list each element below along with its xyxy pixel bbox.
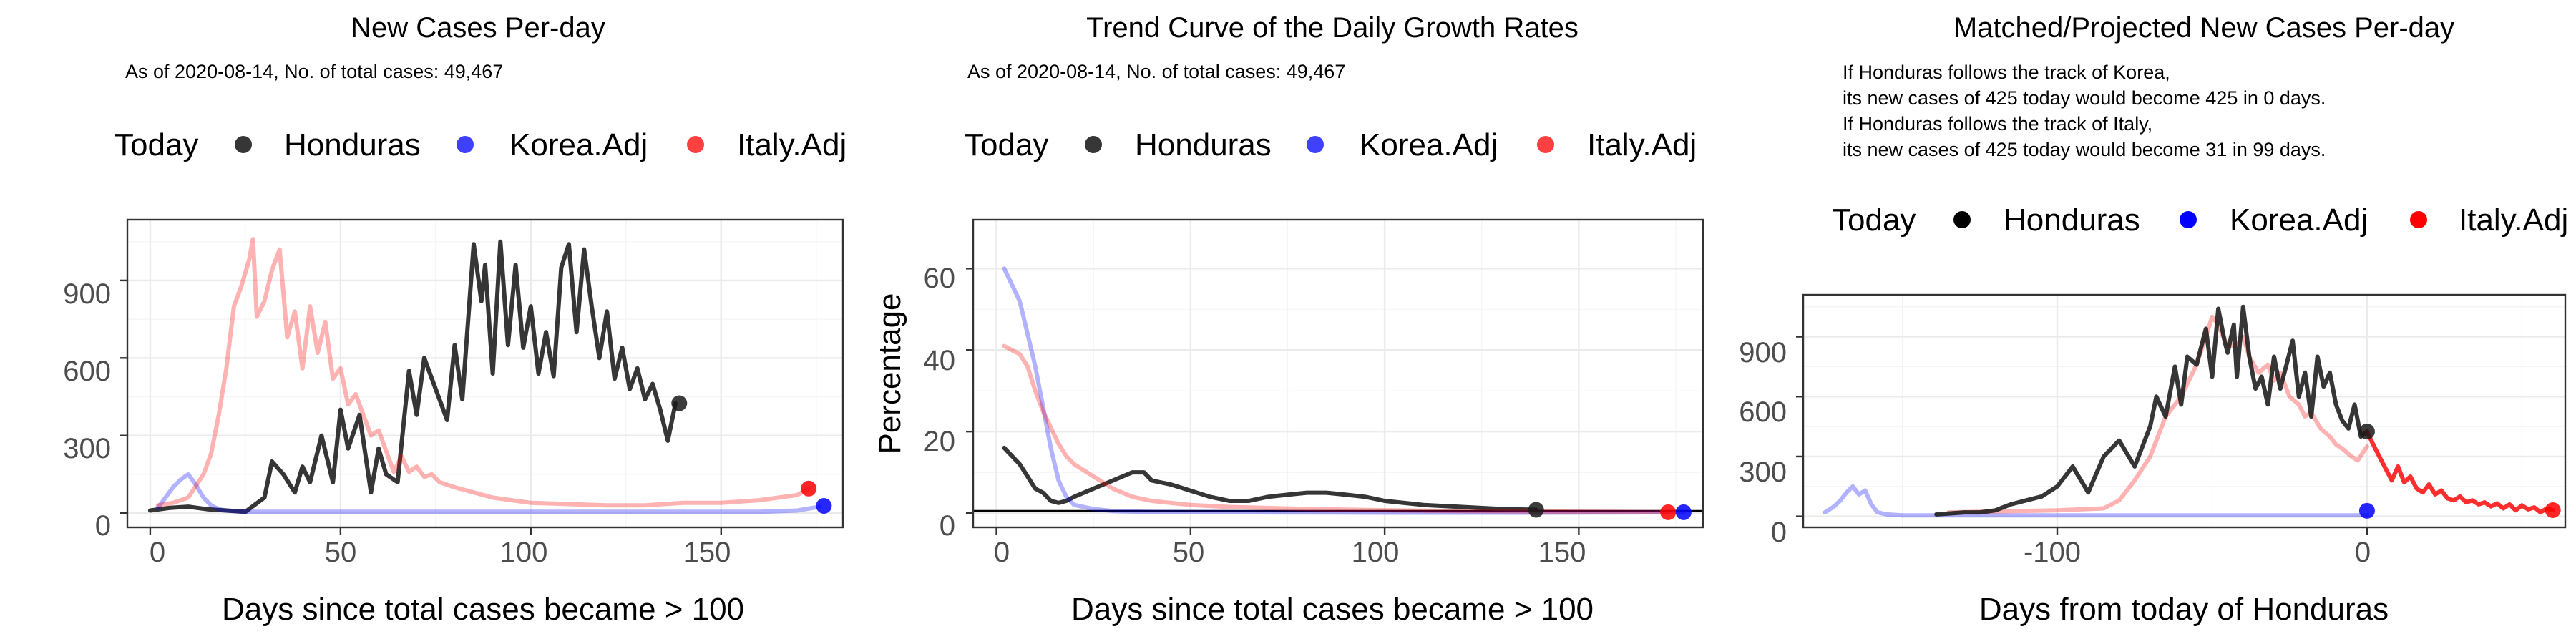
panel2-ytick-label: 20 bbox=[924, 426, 956, 457]
series-line-italy-adj-projected bbox=[2364, 429, 2555, 515]
panel1-ytick-label: 900 bbox=[63, 278, 111, 310]
panel3-subtitle-line-4: its new cases of 425 today would become … bbox=[1843, 139, 2326, 160]
panel1-title: New Cases Per-day bbox=[351, 12, 605, 44]
panel2-xtick-label: 50 bbox=[1173, 537, 1205, 568]
panel2-legend-key-korea bbox=[1307, 136, 1324, 153]
panel3-legend-label-honduras: Honduras bbox=[2004, 203, 2140, 238]
panel3-series bbox=[1823, 304, 2555, 518]
panel-new-cases: New Cases Per-day As of 2020-08-14, No. … bbox=[63, 12, 847, 627]
today-point-korea-adj bbox=[2358, 502, 2375, 519]
panel1-ytick-label: 0 bbox=[95, 510, 111, 542]
panel3-ytick-label: 600 bbox=[1739, 396, 1787, 428]
today-point-honduras bbox=[671, 395, 688, 411]
panel2-y-axis-title: Percentage bbox=[872, 293, 907, 454]
panel2-legend-label-italy: Italy.Adj bbox=[1587, 127, 1697, 162]
panel2-ytick-label: 60 bbox=[924, 263, 956, 294]
series-line-honduras bbox=[1002, 445, 1538, 512]
panel-projected: Matched/Projected New Cases Per-day If H… bbox=[1739, 12, 2568, 627]
panel1-legend-key-honduras bbox=[235, 136, 252, 153]
today-point-italy-adj bbox=[1660, 504, 1677, 520]
panel3-plot-frame bbox=[1802, 293, 2567, 529]
panel3-legend-key-italy bbox=[2410, 211, 2427, 228]
today-point-italy-adj bbox=[2545, 502, 2561, 519]
panel3-legend: Today Honduras Korea.Adj Italy.Adj bbox=[1832, 203, 2568, 238]
panel2-x-axis-title: Days since total cases became > 100 bbox=[1071, 592, 1594, 627]
panel2-y-axis: 0 20 40 60 bbox=[924, 263, 956, 542]
panel1-legend-label-honduras: Honduras bbox=[284, 127, 421, 162]
panel1-y-axis: 0 300 600 900 bbox=[63, 278, 111, 542]
series-line-italy-adj bbox=[1002, 343, 1671, 514]
panel1-legend-key-italy bbox=[687, 136, 704, 153]
panel2-xtick-label: 100 bbox=[1352, 537, 1400, 568]
panel2-series bbox=[973, 266, 1703, 515]
panel3-today-points bbox=[2358, 424, 2561, 519]
panel3-legend-key-honduras bbox=[1953, 211, 1971, 228]
panel2-legend: Today Honduras Korea.Adj Italy.Adj bbox=[965, 127, 1697, 162]
panel1-series bbox=[147, 237, 823, 514]
series-line-italy-adj bbox=[155, 237, 811, 508]
series-line-korea-adj bbox=[155, 472, 823, 514]
panel2-gridlines bbox=[966, 220, 1703, 535]
series-line-korea-adj bbox=[1823, 484, 2369, 518]
today-point-honduras bbox=[2358, 424, 2375, 440]
panel3-legend-key-korea bbox=[2180, 211, 2197, 228]
panel2-legend-title: Today bbox=[965, 127, 1048, 162]
panel3-subtitle-line-2: its new cases of 425 today would become … bbox=[1843, 87, 2326, 109]
panel3-y-axis: 0 300 600 900 bbox=[1739, 337, 1787, 548]
panel2-legend-key-italy bbox=[1537, 136, 1554, 153]
today-point-italy-adj bbox=[801, 480, 817, 497]
panel3-title: Matched/Projected New Cases Per-day bbox=[1953, 12, 2454, 44]
panel1-legend-label-italy: Italy.Adj bbox=[737, 127, 847, 162]
panel1-legend: Today Honduras Korea.Adj Italy.Adj bbox=[114, 127, 847, 162]
panel3-xtick-label: 0 bbox=[2355, 537, 2371, 568]
panel1-x-axis-title: Days since total cases became > 100 bbox=[222, 592, 744, 627]
panel3-legend-label-italy: Italy.Adj bbox=[2459, 203, 2568, 238]
panel1-plot-frame bbox=[126, 218, 844, 529]
panel3-ytick-label: 300 bbox=[1739, 457, 1787, 488]
panel2-today-points bbox=[1528, 502, 1692, 520]
today-point-korea-adj bbox=[816, 498, 832, 514]
panel-growth-rates: Trend Curve of the Daily Growth Rates As… bbox=[872, 12, 1704, 627]
series-line-honduras bbox=[147, 239, 678, 514]
panel1-legend-label-korea: Korea.Adj bbox=[509, 127, 648, 162]
panel1-xtick-label: 150 bbox=[683, 537, 731, 568]
panel2-x-axis: 0 50 100 150 bbox=[994, 537, 1586, 568]
panel3-xtick-label: -100 bbox=[2024, 537, 2081, 568]
panel2-xtick-label: 0 bbox=[994, 537, 1010, 568]
panel3-subtitle-line-3: If Honduras follows the track of Italy, bbox=[1843, 113, 2152, 135]
panel1-ytick-label: 600 bbox=[63, 356, 111, 387]
panel1-today-points bbox=[671, 395, 832, 514]
panel2-xtick-label: 150 bbox=[1538, 537, 1586, 568]
panel3-subtitle-line-1: If Honduras follows the track of Korea, bbox=[1843, 62, 2170, 83]
panel1-xtick-label: 50 bbox=[325, 537, 357, 568]
series-line-italy-adj bbox=[1946, 314, 2369, 515]
panel2-plot-frame bbox=[972, 218, 1704, 529]
panel1-x-axis: 0 50 100 150 bbox=[150, 537, 731, 568]
panel3-legend-title: Today bbox=[1832, 203, 1916, 238]
panel3-legend-label-korea: Korea.Adj bbox=[2230, 203, 2368, 238]
panel2-legend-label-honduras: Honduras bbox=[1135, 127, 1272, 162]
today-point-korea-adj bbox=[1675, 504, 1692, 520]
panel1-ytick-label: 300 bbox=[63, 433, 111, 464]
today-point-honduras bbox=[1528, 502, 1544, 518]
panel3-x-axis: -100 0 bbox=[2024, 537, 2371, 568]
panel2-legend-label-korea: Korea.Adj bbox=[1360, 127, 1498, 162]
panel1-subtitle: As of 2020-08-14, No. of total cases: 49… bbox=[125, 61, 503, 82]
panel1-gridlines bbox=[120, 220, 843, 535]
panel2-subtitle: As of 2020-08-14, No. of total cases: 49… bbox=[967, 61, 1345, 82]
panel2-ytick-label: 40 bbox=[924, 345, 956, 376]
series-line-honduras bbox=[1934, 304, 2369, 517]
panel2-title: Trend Curve of the Daily Growth Rates bbox=[1086, 12, 1579, 44]
panel3-ytick-label: 0 bbox=[1771, 517, 1787, 548]
panel2-ytick-label: 0 bbox=[940, 510, 955, 542]
series-line-korea-adj bbox=[1002, 266, 1686, 515]
panel1-xtick-label: 100 bbox=[500, 537, 548, 568]
panel1-xtick-label: 0 bbox=[150, 537, 165, 568]
panel1-legend-title: Today bbox=[114, 127, 198, 162]
panel2-legend-key-honduras bbox=[1085, 136, 1102, 153]
panel3-x-axis-title: Days from today of Honduras bbox=[1979, 592, 2389, 627]
panel3-ytick-label: 900 bbox=[1739, 337, 1787, 369]
panel1-legend-key-korea bbox=[457, 136, 474, 153]
